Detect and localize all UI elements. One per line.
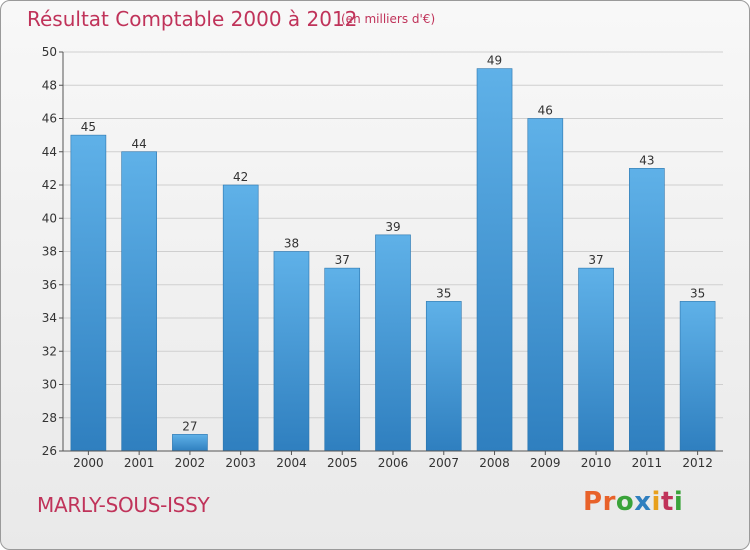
- x-tick-label-2010: 2010: [581, 456, 612, 470]
- bar-2005: [324, 267, 361, 452]
- x-tick-label-2008: 2008: [479, 456, 510, 470]
- logo-letter: P: [583, 487, 603, 517]
- x-tick-label-2002: 2002: [175, 456, 206, 470]
- x-tick-label-2012: 2012: [682, 456, 713, 470]
- y-tick-label: 26: [42, 444, 57, 458]
- y-tick-label: 46: [42, 112, 57, 126]
- bar-2003: [222, 184, 259, 452]
- bar-2000: [70, 134, 107, 452]
- bar-2002: [172, 434, 208, 452]
- x-tick-label-2004: 2004: [276, 456, 307, 470]
- axes: 26 28 30 32 34 36 38 40 42 44 46 48 50 2000 2001 2002 20…: [42, 45, 723, 470]
- data-label-2012: 35: [690, 286, 705, 300]
- bar-2004: [273, 251, 310, 452]
- data-label-2008: 49: [487, 54, 502, 68]
- bars: 45 44 27 42 38 37 39 35 49 46 37 43 35: [70, 54, 716, 452]
- x-tick-label-2006: 2006: [378, 456, 409, 470]
- bar-2001: [121, 151, 157, 452]
- bar-2012: [679, 301, 716, 452]
- y-tick-label: 42: [42, 178, 57, 192]
- y-tick-label: 28: [42, 411, 57, 425]
- bar-2008: [476, 68, 513, 452]
- logo-letter: x: [634, 487, 652, 517]
- data-label-2009: 46: [538, 104, 553, 118]
- logo-letter: t: [660, 487, 674, 517]
- y-tick-label: 32: [42, 344, 57, 358]
- x-tick-label-2001: 2001: [124, 456, 155, 470]
- x-tick-label-2000: 2000: [73, 456, 104, 470]
- y-tick-label: 38: [42, 245, 57, 259]
- data-label-2006: 39: [385, 220, 400, 234]
- y-tick-label: 34: [42, 311, 57, 325]
- data-label-2007: 35: [436, 286, 451, 300]
- bar-2007: [425, 301, 462, 452]
- y-tick-label: 30: [42, 378, 57, 392]
- bar-2011: [629, 168, 665, 452]
- bar-2009: [527, 118, 564, 452]
- x-tick-label-2005: 2005: [327, 456, 358, 470]
- data-label-2003: 42: [233, 170, 248, 184]
- city-name: MARLY-SOUS-ISSY: [37, 493, 210, 517]
- data-label-2004: 38: [284, 237, 299, 251]
- x-tick-label-2007: 2007: [428, 456, 459, 470]
- data-label-2005: 37: [335, 253, 350, 267]
- bar-2010: [578, 267, 614, 452]
- logo-letter: i: [673, 487, 684, 517]
- chart-title: Résultat Comptable 2000 à 2012: [27, 7, 358, 31]
- data-label-2011: 43: [639, 153, 654, 167]
- bar-2006: [375, 234, 411, 452]
- y-tick-label: 48: [42, 78, 57, 92]
- data-label-2002: 27: [182, 419, 197, 433]
- data-label-2001: 44: [132, 137, 147, 151]
- y-tick-label: 44: [42, 145, 57, 159]
- data-label-2000: 45: [81, 120, 96, 134]
- data-label-2010: 37: [588, 253, 603, 267]
- x-tick-label-2003: 2003: [225, 456, 256, 470]
- chart-subtitle: (en milliers d'€): [341, 12, 436, 26]
- logo-letter: o: [615, 487, 635, 517]
- x-tick-label-2009: 2009: [530, 456, 561, 470]
- y-tick-label: 36: [42, 278, 57, 292]
- logo-letter: i: [651, 487, 661, 517]
- logo-letter: r: [602, 487, 616, 517]
- x-tick-label-2011: 2011: [632, 456, 663, 470]
- y-tick-label: 50: [42, 45, 57, 59]
- y-tick-label: 40: [42, 211, 57, 225]
- proxiti-logo: Proxiti: [583, 487, 683, 517]
